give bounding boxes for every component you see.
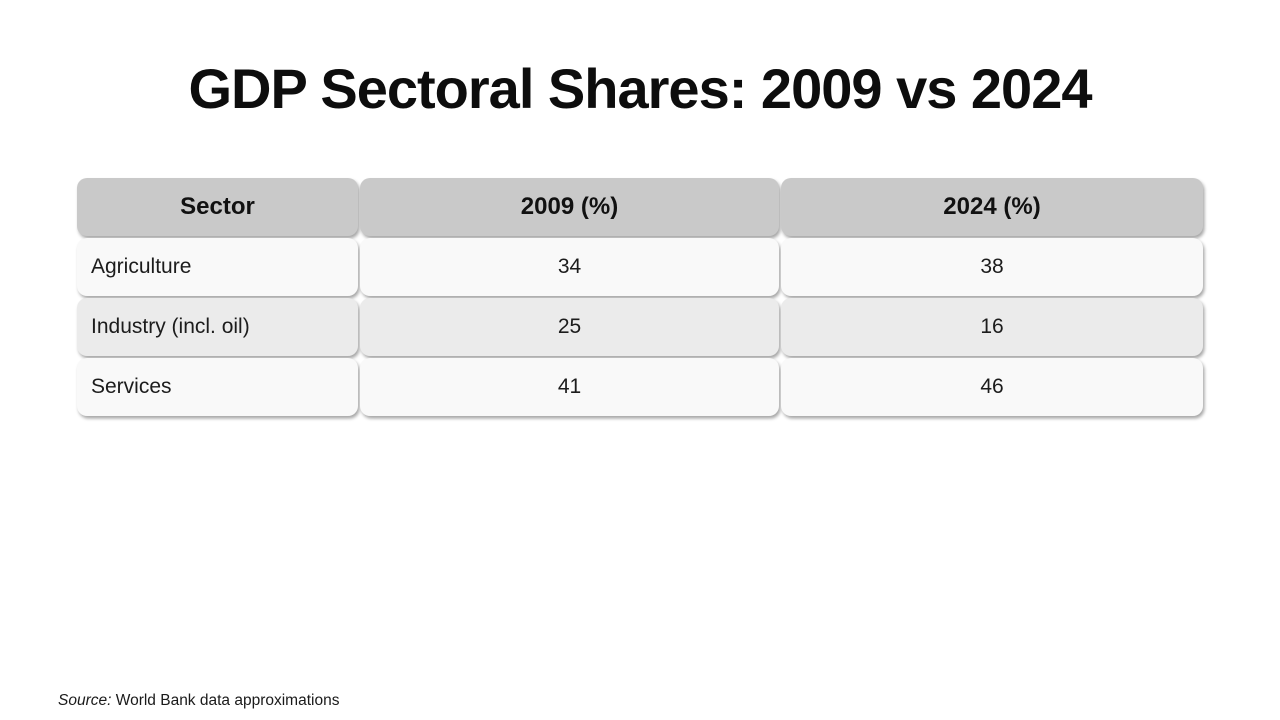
source-note: Source: World Bank data approximations — [58, 692, 339, 710]
table-row-agriculture-sector: Agriculture — [77, 238, 358, 296]
table-row-industry-2024: 16 — [781, 298, 1203, 356]
page-title: GDP Sectoral Shares: 2009 vs 2024 — [188, 57, 1092, 120]
source-label: Source: — [58, 692, 112, 709]
column-header-sector: Sector — [77, 178, 358, 236]
column-header-2024: 2024 (%) — [781, 178, 1203, 236]
table-row-services-sector: Services — [77, 358, 358, 416]
table-row-industry-sector: Industry (incl. oil) — [77, 298, 358, 356]
table-row-services-2024: 46 — [781, 358, 1203, 416]
table-row-agriculture-2024: 38 — [781, 238, 1203, 296]
source-text: World Bank data approximations — [111, 692, 340, 709]
table-row-industry-2009: 25 — [360, 298, 779, 356]
table-row-services-2009: 41 — [360, 358, 779, 416]
gdp-sector-table: Sector 2009 (%) 2024 (%) Agriculture 34 … — [77, 178, 1203, 416]
column-header-2009: 2009 (%) — [360, 178, 779, 236]
table-row-agriculture-2009: 34 — [360, 238, 779, 296]
